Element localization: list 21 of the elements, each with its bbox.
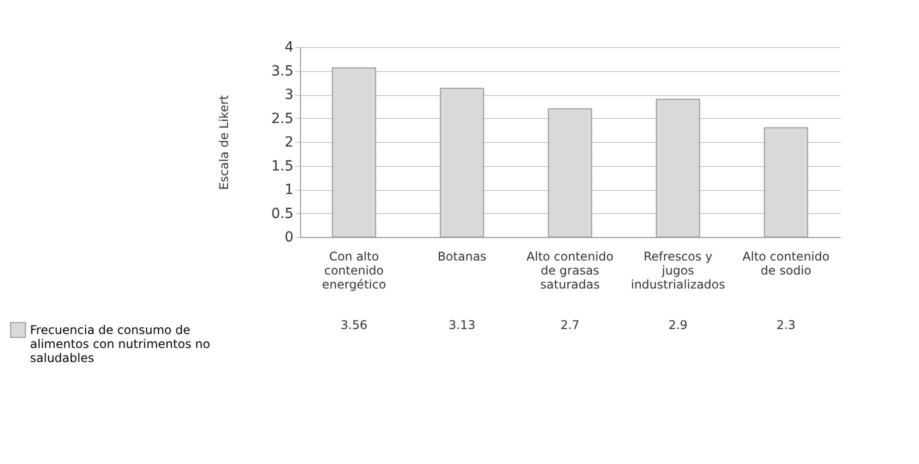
y-tick-label: 1 — [284, 182, 294, 198]
x-tick-label: Refrescos y jugos industrializados — [630, 250, 726, 292]
x-tick-label: Con alto contenido energético — [322, 250, 386, 292]
y-axis-title: Escala de Likert — [217, 94, 232, 190]
legend-label: Frecuencia de consumo de alimentos con nutrimentos no saludables — [30, 323, 210, 365]
y-tick-label: 1.5 — [271, 158, 294, 174]
text: 3.56 — [340, 318, 368, 332]
y-tick-label: 3 — [284, 87, 294, 103]
y-tick-label: 0 — [284, 230, 294, 246]
y-tick-label: 2.5 — [271, 110, 294, 127]
x-tick-label: Alto contenido de sodio — [742, 250, 830, 278]
text: 3.13 — [448, 318, 476, 332]
y-tick-label: 3.5 — [271, 63, 294, 80]
y-tick-label: 4 — [284, 40, 294, 56]
y-tick-label: 2 — [284, 134, 294, 150]
text: 2.9 — [668, 318, 688, 332]
text: 2.3 — [776, 318, 796, 332]
y-tick-label: 0.5 — [271, 206, 294, 222]
text: 2.7 — [560, 318, 580, 332]
x-tick-label: Alto contenido de grasas saturadas — [526, 250, 614, 292]
x-tick-label: Botanas — [438, 250, 486, 264]
